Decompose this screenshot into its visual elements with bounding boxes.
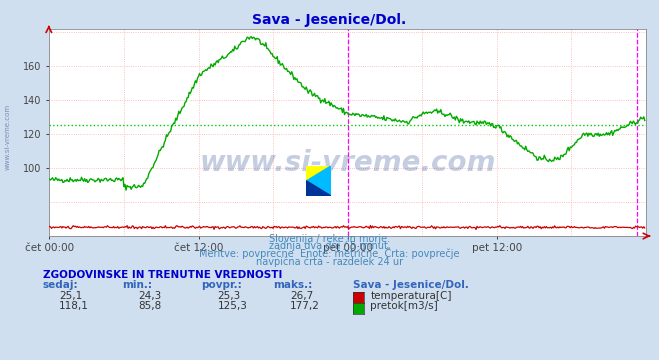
Polygon shape: [306, 166, 331, 181]
Text: 118,1: 118,1: [59, 301, 89, 311]
Polygon shape: [306, 181, 331, 196]
Text: 25,1: 25,1: [59, 291, 82, 301]
Text: Meritve: povprečne  Enote: metrične  Črta: povprečje: Meritve: povprečne Enote: metrične Črta:…: [199, 247, 460, 259]
Text: 125,3: 125,3: [217, 301, 247, 311]
Text: 24,3: 24,3: [138, 291, 161, 301]
Text: Sava - Jesenice/Dol.: Sava - Jesenice/Dol.: [252, 13, 407, 27]
Text: navpična črta - razdelek 24 ur: navpična črta - razdelek 24 ur: [256, 256, 403, 267]
Text: pretok[m3/s]: pretok[m3/s]: [370, 301, 438, 311]
Text: ZGODOVINSKE IN TRENUTNE VREDNOSTI: ZGODOVINSKE IN TRENUTNE VREDNOSTI: [43, 270, 282, 280]
Text: temperatura[C]: temperatura[C]: [370, 291, 452, 301]
Text: 177,2: 177,2: [290, 301, 320, 311]
Text: zadnja dva dni / 5 minut.: zadnja dva dni / 5 minut.: [269, 241, 390, 251]
Text: povpr.:: povpr.:: [201, 280, 242, 290]
Text: 85,8: 85,8: [138, 301, 161, 311]
Text: sedaj:: sedaj:: [43, 280, 78, 290]
Text: Slovenija / reke in morje.: Slovenija / reke in morje.: [269, 234, 390, 244]
Text: 26,7: 26,7: [290, 291, 313, 301]
Text: 25,3: 25,3: [217, 291, 241, 301]
Polygon shape: [306, 166, 331, 196]
Text: maks.:: maks.:: [273, 280, 313, 290]
Text: min.:: min.:: [122, 280, 152, 290]
Text: www.si-vreme.com: www.si-vreme.com: [5, 104, 11, 170]
Text: www.si-vreme.com: www.si-vreme.com: [200, 149, 496, 177]
Text: Sava - Jesenice/Dol.: Sava - Jesenice/Dol.: [353, 280, 469, 290]
